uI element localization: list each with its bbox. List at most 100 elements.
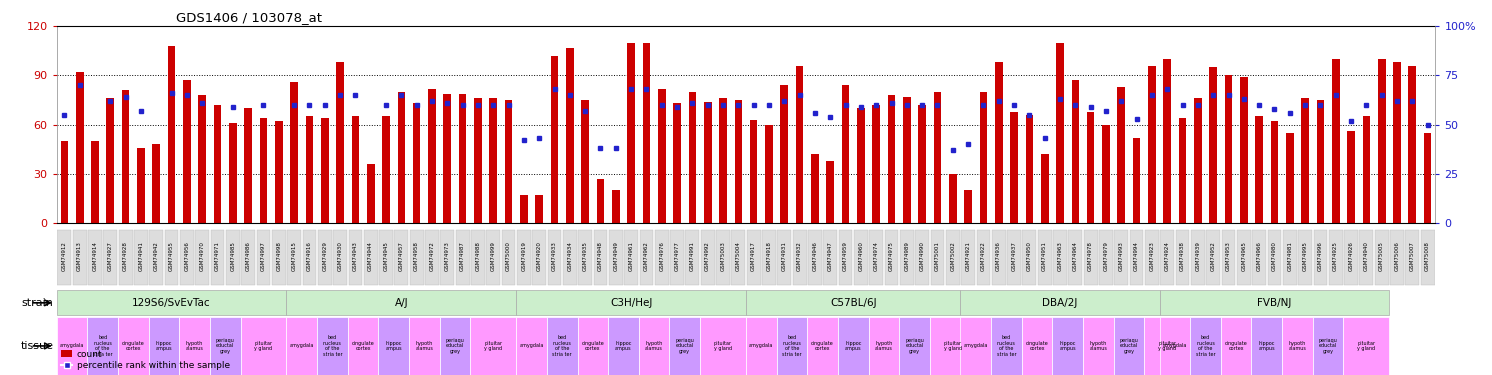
Text: GSM74977: GSM74977 bbox=[674, 241, 679, 271]
Bar bbox=[930, 317, 976, 375]
Bar bbox=[58, 230, 72, 285]
Bar bbox=[103, 230, 118, 285]
Bar bbox=[303, 230, 316, 285]
Bar bbox=[181, 230, 194, 285]
Text: hippoc
ampus: hippoc ampus bbox=[844, 341, 861, 351]
Text: pituitar
y gland: pituitar y gland bbox=[255, 341, 273, 351]
Text: hippoc
ampus: hippoc ampus bbox=[155, 341, 172, 351]
Bar bbox=[61, 141, 69, 223]
Text: GSM74939: GSM74939 bbox=[1195, 241, 1201, 271]
Text: GSM75005: GSM75005 bbox=[1379, 241, 1385, 271]
Text: hippoc
ampus: hippoc ampus bbox=[1059, 341, 1076, 351]
Text: GSM74922: GSM74922 bbox=[980, 241, 986, 271]
Bar bbox=[964, 190, 971, 223]
Text: GSM74951: GSM74951 bbox=[1043, 241, 1047, 271]
Bar bbox=[1313, 230, 1328, 285]
Bar bbox=[888, 95, 895, 223]
Bar bbox=[291, 82, 298, 223]
Text: hypoth
alamus: hypoth alamus bbox=[1089, 341, 1107, 351]
Bar bbox=[501, 230, 515, 285]
Text: GSM74917: GSM74917 bbox=[750, 241, 756, 271]
Bar bbox=[425, 230, 439, 285]
Text: cingulate
cortex: cingulate cortex bbox=[122, 341, 145, 351]
Bar bbox=[961, 230, 974, 285]
Bar bbox=[1237, 230, 1250, 285]
Bar bbox=[1271, 122, 1279, 223]
Bar bbox=[367, 164, 374, 223]
Bar bbox=[275, 122, 282, 223]
Bar bbox=[1129, 230, 1143, 285]
Text: pituitar
y gland: pituitar y gland bbox=[944, 341, 962, 351]
Text: GDS1406 / 103078_at: GDS1406 / 103078_at bbox=[176, 11, 322, 24]
Text: GSM74993: GSM74993 bbox=[1119, 241, 1123, 271]
Bar bbox=[440, 317, 470, 375]
Bar bbox=[504, 100, 512, 223]
Bar bbox=[839, 230, 852, 285]
Text: GSM74957: GSM74957 bbox=[398, 241, 404, 271]
Bar bbox=[579, 230, 592, 285]
Bar bbox=[1164, 59, 1171, 223]
Bar bbox=[516, 317, 548, 375]
Text: GSM74973: GSM74973 bbox=[445, 241, 449, 271]
Bar bbox=[88, 317, 118, 375]
Text: GSM74918: GSM74918 bbox=[767, 241, 771, 271]
Text: periaqu
eductal
grey: periaqu eductal grey bbox=[676, 338, 694, 354]
Text: GSM75004: GSM75004 bbox=[736, 241, 742, 271]
Bar bbox=[1207, 230, 1220, 285]
Text: hippoc
ampus: hippoc ampus bbox=[385, 341, 401, 351]
Bar bbox=[1144, 317, 1191, 375]
Bar bbox=[245, 108, 252, 223]
Text: GSM74919: GSM74919 bbox=[521, 241, 527, 271]
Bar bbox=[1010, 112, 1018, 223]
Bar bbox=[149, 230, 163, 285]
Bar bbox=[1374, 230, 1389, 285]
Bar bbox=[470, 317, 516, 375]
Bar bbox=[1252, 230, 1267, 285]
Bar bbox=[1225, 75, 1232, 223]
Text: GSM74933: GSM74933 bbox=[552, 241, 557, 271]
Bar bbox=[149, 317, 179, 375]
Bar bbox=[318, 230, 331, 285]
Bar bbox=[288, 230, 301, 285]
Bar bbox=[137, 148, 145, 223]
Bar bbox=[410, 230, 424, 285]
Bar bbox=[364, 230, 377, 285]
Text: DBA/2J: DBA/2J bbox=[1043, 298, 1077, 308]
Text: GSM75000: GSM75000 bbox=[506, 241, 512, 271]
Bar bbox=[746, 290, 961, 315]
Bar bbox=[812, 154, 819, 223]
Bar bbox=[548, 317, 577, 375]
Bar bbox=[349, 230, 363, 285]
Bar bbox=[119, 230, 133, 285]
Text: GSM74998: GSM74998 bbox=[276, 241, 282, 271]
Bar bbox=[1298, 230, 1311, 285]
Bar bbox=[980, 92, 988, 223]
Text: GSM74961: GSM74961 bbox=[628, 241, 634, 271]
Text: GSM74941: GSM74941 bbox=[139, 241, 143, 271]
Text: GSM74999: GSM74999 bbox=[491, 241, 495, 271]
Text: GSM74915: GSM74915 bbox=[291, 241, 297, 271]
Bar bbox=[900, 317, 930, 375]
Bar bbox=[1344, 230, 1358, 285]
Bar bbox=[474, 99, 482, 223]
Text: GSM74938: GSM74938 bbox=[1180, 241, 1185, 271]
Bar bbox=[518, 230, 531, 285]
Text: bed
nucleus
of the
stria ter: bed nucleus of the stria ter bbox=[322, 335, 342, 357]
Bar bbox=[230, 123, 237, 223]
Text: GSM74945: GSM74945 bbox=[383, 241, 388, 271]
Text: GSM74972: GSM74972 bbox=[430, 241, 434, 271]
Text: GSM74992: GSM74992 bbox=[706, 241, 710, 271]
Bar bbox=[827, 161, 834, 223]
Text: GSM74980: GSM74980 bbox=[1273, 241, 1277, 271]
Bar bbox=[184, 80, 191, 223]
Bar bbox=[409, 317, 440, 375]
Bar bbox=[1038, 230, 1052, 285]
Bar bbox=[1056, 43, 1064, 223]
Bar bbox=[428, 88, 436, 223]
Bar bbox=[609, 230, 622, 285]
Text: hippoc
ampus: hippoc ampus bbox=[1258, 341, 1276, 351]
Bar bbox=[1007, 230, 1021, 285]
Bar bbox=[977, 230, 991, 285]
Text: GSM75003: GSM75003 bbox=[721, 241, 725, 271]
Bar bbox=[731, 230, 745, 285]
